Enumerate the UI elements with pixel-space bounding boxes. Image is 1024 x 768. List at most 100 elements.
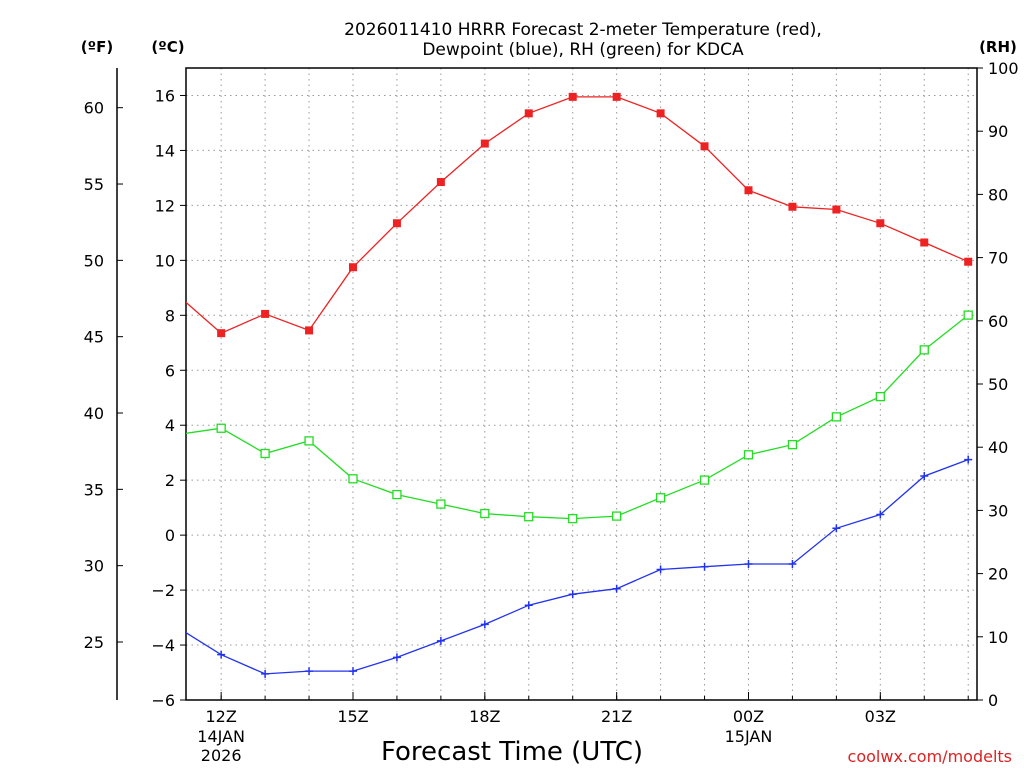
dewpoint-point bbox=[480, 620, 489, 629]
rh-point bbox=[392, 489, 402, 500]
temperature-point bbox=[744, 186, 753, 195]
dewpoint-point bbox=[436, 636, 445, 645]
rh-point bbox=[480, 508, 490, 519]
dewpoint-point bbox=[348, 667, 357, 676]
dewpoint-point bbox=[568, 590, 577, 599]
celsius-tick-label: 6 bbox=[165, 361, 175, 380]
chart-title-line1: 2026011410 HRRR Forecast 2-meter Tempera… bbox=[344, 20, 822, 40]
celsius-tick-label: 8 bbox=[165, 306, 175, 325]
celsius-tick-label: 10 bbox=[155, 251, 175, 270]
series-rh bbox=[186, 310, 973, 524]
temperature-point bbox=[788, 202, 797, 211]
rh-point bbox=[436, 499, 446, 509]
x-tick-date-label: 15JAN bbox=[725, 727, 773, 746]
dewpoint-point bbox=[832, 524, 841, 533]
celsius-tick-label: 4 bbox=[165, 416, 175, 435]
x-tick-label: 15Z bbox=[337, 707, 368, 726]
x-tick-label: 00Z bbox=[733, 707, 764, 726]
rh-tick-label: 0 bbox=[988, 691, 998, 710]
rh-point bbox=[787, 440, 798, 450]
temperature-point bbox=[348, 263, 357, 272]
rh-tick-label: 70 bbox=[988, 249, 1008, 268]
dewpoint-point bbox=[217, 650, 226, 659]
celsius-tick-label: −2 bbox=[151, 581, 175, 600]
x-tick-label: 18Z bbox=[469, 707, 500, 726]
dewpoint-point bbox=[392, 653, 401, 662]
x-tick-label: 03Z bbox=[865, 707, 896, 726]
grid-lines bbox=[186, 68, 977, 701]
celsius-tick-label: 2 bbox=[165, 471, 175, 490]
temperature-point bbox=[217, 329, 226, 338]
rh-tick-label: 40 bbox=[988, 438, 1008, 457]
temperature-point bbox=[261, 309, 270, 318]
chart-title-line2: Dewpoint (blue), RH (green) for KDCA bbox=[422, 40, 744, 60]
temperature-point bbox=[524, 109, 533, 118]
dewpoint-point bbox=[261, 669, 270, 678]
temperature-point bbox=[964, 257, 973, 266]
dewpoint-point bbox=[920, 472, 929, 481]
temperature-point bbox=[173, 291, 181, 299]
rh-tick-label: 60 bbox=[988, 312, 1008, 331]
rh-point bbox=[655, 493, 666, 503]
rh-point bbox=[831, 412, 842, 422]
rh-point bbox=[348, 474, 358, 484]
temperature-point bbox=[305, 326, 314, 335]
rh-tick-label: 10 bbox=[988, 628, 1008, 647]
dewpoint-point bbox=[524, 601, 533, 610]
dewpoint-point bbox=[656, 565, 665, 574]
rh-tick-label: 20 bbox=[988, 565, 1008, 584]
celsius-tick-label: 14 bbox=[155, 141, 175, 160]
fahrenheit-unit-label: (ºF) bbox=[81, 38, 113, 56]
rh-point bbox=[743, 450, 754, 460]
dewpoint-point bbox=[964, 455, 973, 464]
rh-point bbox=[524, 512, 534, 522]
dewpoint-point bbox=[700, 562, 709, 571]
fahrenheit-tick-label: 55 bbox=[84, 175, 104, 194]
temperature-point bbox=[612, 92, 621, 101]
temperature-point bbox=[700, 142, 709, 151]
celsius-tick-label: 16 bbox=[155, 86, 175, 105]
x-tick-label: 12Z bbox=[205, 707, 236, 726]
rh-point bbox=[216, 423, 226, 433]
fahrenheit-tick-label: 25 bbox=[84, 633, 104, 652]
fahrenheit-tick-label: 50 bbox=[84, 251, 104, 270]
celsius-tick-label: 12 bbox=[155, 196, 175, 215]
rh-tick-label: 30 bbox=[988, 501, 1008, 520]
rh-tick-label: 100 bbox=[988, 59, 1019, 78]
dewpoint-point bbox=[788, 559, 797, 568]
temperature-point bbox=[832, 205, 841, 214]
celsius-tick-label: 0 bbox=[165, 526, 175, 545]
rh-point bbox=[875, 391, 885, 402]
celsius-tick-label: −4 bbox=[151, 636, 175, 655]
dewpoint-point bbox=[876, 510, 885, 519]
dewpoint-point bbox=[744, 559, 753, 568]
dewpoint-point bbox=[612, 584, 621, 593]
rh-point bbox=[304, 436, 314, 446]
rh-point bbox=[260, 448, 270, 459]
fahrenheit-tick-label: 40 bbox=[84, 404, 104, 423]
series-layer bbox=[173, 92, 973, 678]
x-tick-label: 21Z bbox=[601, 707, 632, 726]
series-dewpoint bbox=[173, 455, 973, 678]
rh-tick-label: 80 bbox=[988, 185, 1008, 204]
temperature-point bbox=[656, 109, 665, 118]
dewpoint-point bbox=[173, 623, 181, 631]
celsius-unit-label: (ºC) bbox=[151, 38, 184, 56]
rh-point bbox=[699, 475, 710, 485]
fahrenheit-tick-label: 60 bbox=[84, 99, 104, 118]
fahrenheit-tick-label: 35 bbox=[84, 480, 104, 499]
rh-point bbox=[568, 513, 578, 524]
rh-point bbox=[919, 345, 929, 355]
series-temperature bbox=[173, 92, 973, 338]
rh-point bbox=[963, 310, 973, 320]
rh-point bbox=[612, 511, 622, 521]
rh-line bbox=[186, 314, 969, 520]
rh-tick-label: 50 bbox=[988, 375, 1008, 394]
temperature-point bbox=[920, 238, 929, 247]
temperature-point bbox=[392, 219, 401, 228]
x-axis-label: Forecast Time (UTC) bbox=[381, 737, 643, 767]
temperature-point bbox=[436, 178, 445, 187]
plot-frame bbox=[185, 67, 978, 701]
celsius-tick-label: −6 bbox=[151, 691, 175, 710]
rh-tick-label: 90 bbox=[988, 122, 1008, 141]
